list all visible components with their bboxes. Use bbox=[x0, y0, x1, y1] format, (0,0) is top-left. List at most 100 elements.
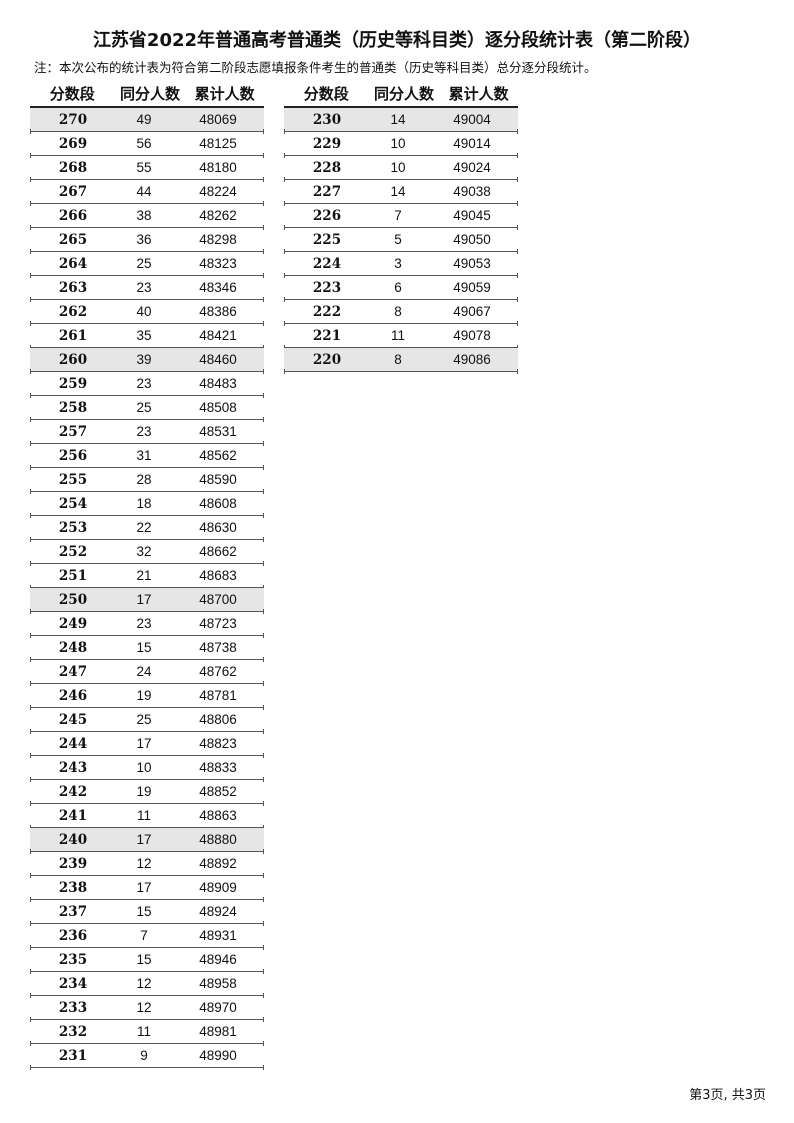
table-row: 236 7 48931 bbox=[30, 924, 264, 950]
cumulative-cell: 48806 bbox=[199, 712, 237, 727]
table-row: 224 3 49053 bbox=[284, 252, 518, 278]
cumulative-cell: 48630 bbox=[199, 520, 237, 535]
table-row: 249 23 48723 bbox=[30, 612, 264, 638]
cumulative-cell: 48990 bbox=[199, 1048, 237, 1063]
same-count-cell: 21 bbox=[136, 568, 152, 583]
table-row: 250 17 48700 bbox=[30, 588, 264, 614]
table-row: 270 49 48069 bbox=[30, 108, 264, 134]
cumulative-cell: 48892 bbox=[199, 856, 237, 871]
same-count-cell: 23 bbox=[136, 376, 152, 391]
same-count-cell: 39 bbox=[136, 352, 152, 367]
header-same-count: 同分人数 bbox=[373, 84, 434, 103]
same-count-cell: 17 bbox=[136, 736, 152, 751]
cumulative-cell: 48298 bbox=[199, 232, 237, 247]
same-count-cell: 18 bbox=[136, 496, 152, 511]
same-count-cell: 15 bbox=[136, 640, 152, 655]
cumulative-cell: 48762 bbox=[199, 664, 237, 679]
cumulative-cell: 49086 bbox=[453, 352, 491, 367]
score-cell: 248 bbox=[58, 639, 88, 656]
score-cell: 245 bbox=[58, 711, 88, 728]
table-row: 257 23 48531 bbox=[30, 420, 264, 446]
table-row: 220 8 49086 bbox=[284, 348, 518, 374]
score-cell: 240 bbox=[58, 831, 88, 848]
page-number: 第3页, 共3页 bbox=[689, 1088, 766, 1103]
table-row: 223 6 49059 bbox=[284, 276, 518, 302]
same-count-cell: 55 bbox=[136, 160, 152, 175]
cumulative-cell: 49014 bbox=[453, 136, 491, 151]
score-cell: 230 bbox=[312, 111, 342, 128]
table-row: 225 5 49050 bbox=[284, 228, 518, 254]
cumulative-cell: 48981 bbox=[199, 1024, 237, 1039]
header-same-count: 同分人数 bbox=[119, 84, 180, 103]
cumulative-cell: 49038 bbox=[453, 184, 491, 199]
same-count-cell: 3 bbox=[394, 256, 402, 271]
cumulative-cell: 48323 bbox=[199, 256, 237, 271]
table-row: 248 15 48738 bbox=[30, 636, 264, 662]
cumulative-cell: 48958 bbox=[199, 976, 237, 991]
cumulative-cell: 48880 bbox=[199, 832, 237, 847]
same-count-cell: 49 bbox=[136, 112, 152, 127]
table-row: 230 14 49004 bbox=[284, 108, 518, 134]
same-count-cell: 11 bbox=[390, 328, 405, 343]
header-score: 分数段 bbox=[49, 84, 95, 103]
page-title: 江苏省2022年普通高考普通类（历史等科目类）逐分段统计表（第二阶段） bbox=[92, 30, 702, 51]
cumulative-cell: 48590 bbox=[199, 472, 237, 487]
table-row: 229 10 49014 bbox=[284, 132, 518, 158]
same-count-cell: 11 bbox=[136, 1024, 151, 1039]
cumulative-cell: 48781 bbox=[199, 688, 237, 703]
table-header: 分数段 同分人数 累计人数 bbox=[30, 80, 264, 108]
cumulative-cell: 48931 bbox=[199, 928, 237, 943]
table-row: 264 25 48323 bbox=[30, 252, 264, 278]
score-cell: 259 bbox=[58, 375, 88, 392]
score-cell: 256 bbox=[58, 447, 88, 464]
same-count-cell: 40 bbox=[136, 304, 152, 319]
cumulative-cell: 48970 bbox=[199, 1000, 237, 1015]
table-row: 255 28 48590 bbox=[30, 468, 264, 494]
same-count-cell: 6 bbox=[394, 280, 402, 295]
score-cell: 236 bbox=[58, 927, 88, 944]
cumulative-cell: 49045 bbox=[453, 208, 491, 223]
same-count-cell: 56 bbox=[136, 136, 152, 151]
score-cell: 261 bbox=[58, 327, 88, 344]
score-cell: 264 bbox=[58, 255, 88, 272]
table-row: 231 9 48990 bbox=[30, 1044, 264, 1070]
score-table-left: 分数段 同分人数 累计人数 270 49 48069 269 56 48125 268 55 4… bbox=[30, 80, 264, 1070]
score-cell: 270 bbox=[58, 111, 88, 128]
same-count-cell: 10 bbox=[390, 136, 406, 151]
same-count-cell: 23 bbox=[136, 280, 152, 295]
same-count-cell: 36 bbox=[136, 232, 152, 247]
score-cell: 265 bbox=[58, 231, 88, 248]
score-cell: 224 bbox=[312, 255, 342, 272]
score-cell: 267 bbox=[58, 183, 88, 200]
score-cell: 243 bbox=[58, 759, 88, 776]
score-cell: 239 bbox=[58, 855, 88, 872]
cumulative-cell: 48662 bbox=[199, 544, 237, 559]
cumulative-cell: 48833 bbox=[199, 760, 237, 775]
score-cell: 233 bbox=[58, 999, 88, 1016]
cumulative-cell: 48069 bbox=[199, 112, 237, 127]
same-count-cell: 9 bbox=[140, 1048, 148, 1063]
cumulative-cell: 49004 bbox=[453, 112, 491, 127]
cumulative-cell: 49078 bbox=[453, 328, 491, 343]
cumulative-cell: 48723 bbox=[199, 616, 237, 631]
same-count-cell: 23 bbox=[136, 424, 152, 439]
cumulative-cell: 48738 bbox=[199, 640, 237, 655]
same-count-cell: 5 bbox=[394, 232, 402, 247]
score-cell: 235 bbox=[58, 951, 88, 968]
same-count-cell: 17 bbox=[136, 832, 152, 847]
score-cell: 231 bbox=[58, 1047, 88, 1064]
score-cell: 232 bbox=[58, 1023, 88, 1040]
table-row: 256 31 48562 bbox=[30, 444, 264, 470]
score-cell: 241 bbox=[58, 807, 88, 824]
same-count-cell: 22 bbox=[136, 520, 152, 535]
cumulative-cell: 49059 bbox=[453, 280, 491, 295]
table-row: 239 12 48892 bbox=[30, 852, 264, 878]
same-count-cell: 17 bbox=[136, 880, 152, 895]
table-row: 258 25 48508 bbox=[30, 396, 264, 422]
same-count-cell: 11 bbox=[136, 808, 151, 823]
table-row: 227 14 49038 bbox=[284, 180, 518, 206]
table-row: 232 11 48981 bbox=[30, 1020, 264, 1046]
cumulative-cell: 48700 bbox=[199, 592, 237, 607]
score-cell: 226 bbox=[312, 207, 342, 224]
